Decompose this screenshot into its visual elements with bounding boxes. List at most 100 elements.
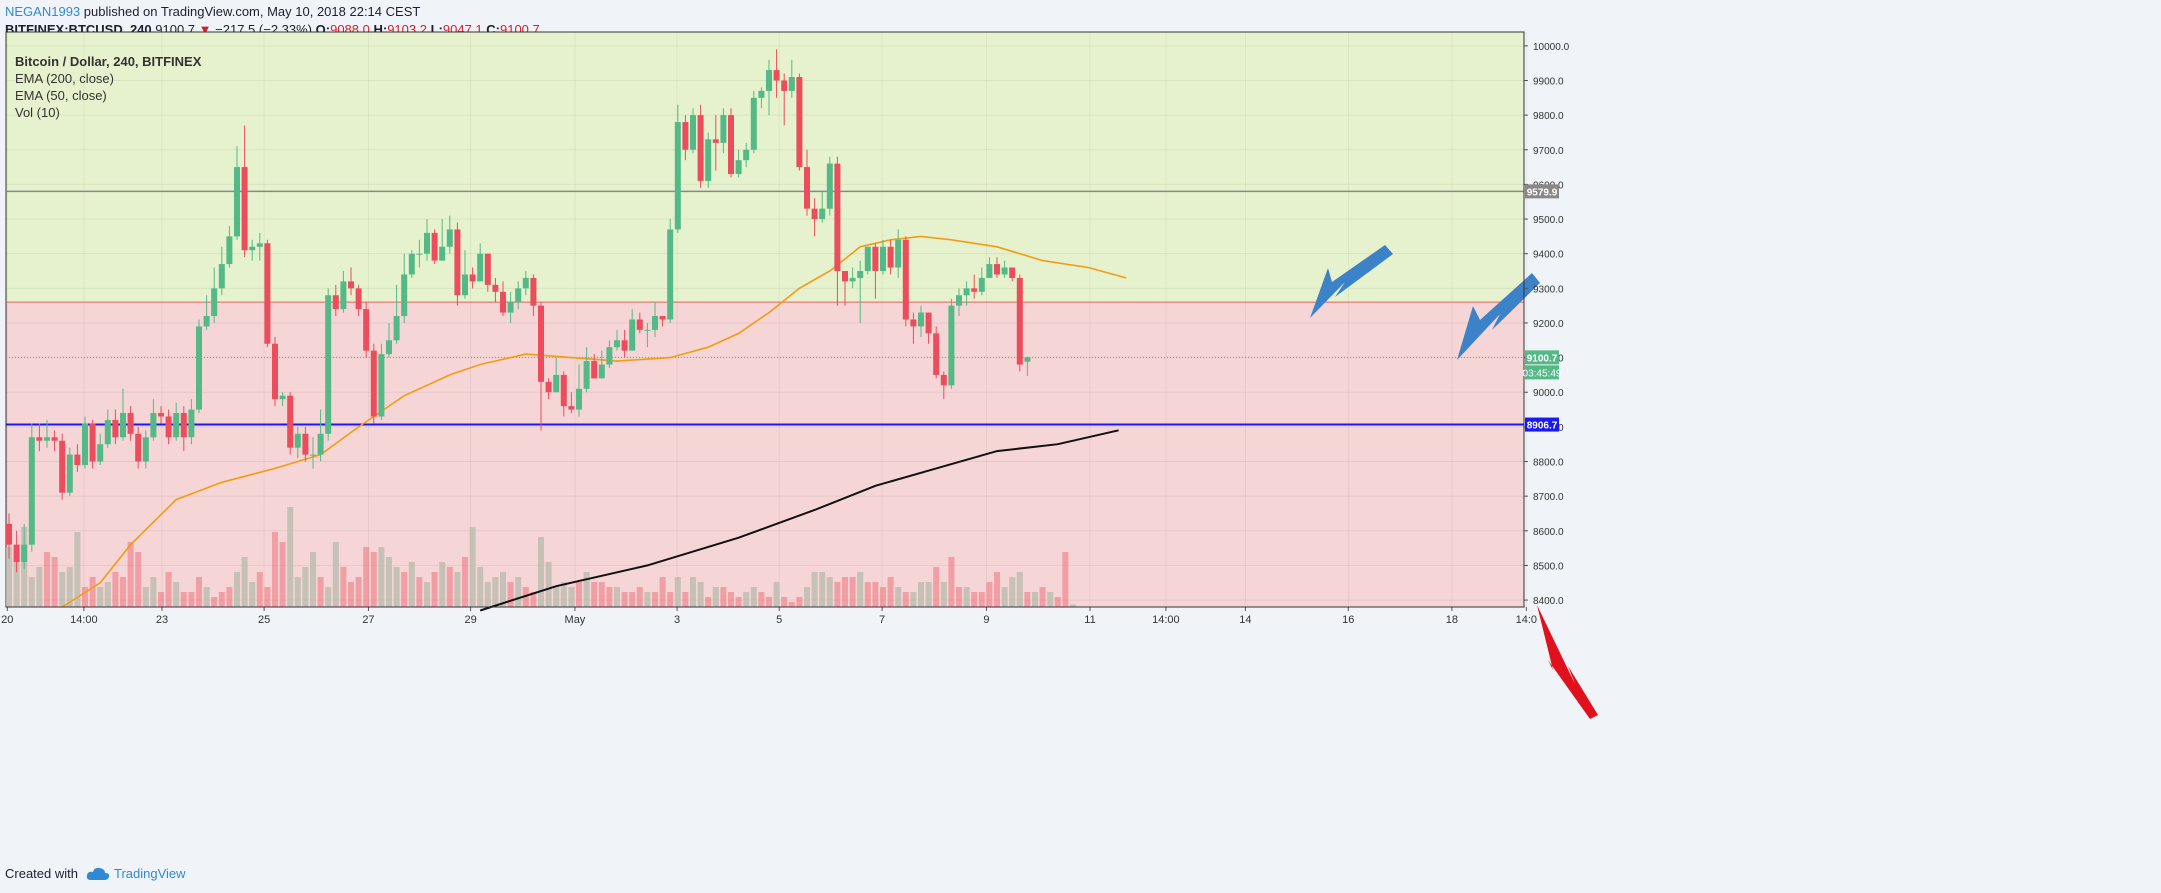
candle-body [644, 329, 651, 331]
volume-bar [302, 567, 309, 607]
candle-body [766, 70, 772, 91]
candle-body [249, 246, 256, 251]
volume-bar [325, 587, 332, 607]
publish-line: NEGAN1993 published on TradingView.com, … [5, 4, 420, 19]
candle-body [241, 167, 248, 251]
candle-body [857, 271, 864, 278]
candle-body [880, 246, 886, 272]
volume-bar [287, 507, 294, 607]
candle-body [690, 115, 696, 150]
volume-bar [735, 597, 742, 607]
volume-bar [492, 577, 499, 607]
volume-bar [264, 587, 271, 607]
candle-body [576, 388, 582, 410]
volume-bar [621, 592, 628, 607]
volume-bar [1054, 597, 1061, 607]
volume-bar [826, 577, 833, 607]
volume-bar [234, 572, 240, 607]
volume-bar [135, 552, 142, 607]
volume-bar [811, 572, 818, 607]
candle-body [279, 395, 286, 400]
published-text: published on TradingView.com, May 10, 20… [83, 4, 421, 19]
x-tick-label: 23 [156, 614, 168, 626]
candle-body [705, 139, 712, 181]
volume-bar [1009, 577, 1016, 607]
volume-bar [614, 587, 620, 607]
candle-body [348, 281, 354, 289]
volume-bar [241, 557, 248, 607]
ema200-line [479, 429, 1119, 612]
y-tick-label: 9800.0 [1533, 111, 1564, 122]
x-tick-label: May [565, 614, 586, 626]
candle-body [948, 305, 955, 386]
candle-body [978, 277, 985, 292]
legend-ema200[interactable]: EMA (200, close) [15, 71, 114, 86]
legend-ema50[interactable]: EMA (50, close) [15, 88, 107, 103]
created-with-text: Created with [5, 866, 78, 881]
volume-bar [112, 572, 119, 607]
volume-bar [59, 572, 66, 607]
volume-bar [97, 587, 104, 607]
volume-bar [28, 577, 35, 607]
candle-body [743, 149, 750, 161]
candle-body [264, 243, 271, 344]
candle-body [317, 433, 324, 455]
volume-bar [986, 582, 993, 607]
candle-body [211, 288, 218, 317]
candle-body [918, 312, 924, 327]
volume-bar [424, 582, 430, 607]
volume-bar [750, 587, 757, 607]
volume-bar [538, 537, 544, 607]
candle-body [180, 413, 187, 438]
volume-bar [256, 572, 263, 607]
volume-bar [89, 577, 96, 607]
candle-body [834, 163, 841, 272]
volume-bar [272, 532, 278, 607]
support-tag: 8906.7 [1527, 421, 1558, 432]
volume-bar [948, 557, 955, 607]
candle-body [994, 264, 1000, 275]
volume-bar [310, 552, 316, 607]
candle-body [621, 340, 628, 351]
candle-body [378, 354, 385, 417]
candle-body [355, 288, 362, 310]
volume-bar [393, 567, 400, 607]
author-link[interactable]: NEGAN1993 [5, 4, 81, 19]
volume-bar [446, 567, 453, 607]
volume-bar [1047, 592, 1054, 607]
candle-body [925, 312, 932, 334]
y-tick-label: 8600.0 [1533, 527, 1564, 538]
candle-body [887, 246, 894, 268]
grid-lines [6, 32, 1527, 607]
candle-body [325, 295, 332, 434]
candle-body [720, 115, 727, 143]
zone-red [6, 302, 1524, 607]
candlesticks [6, 49, 1031, 573]
legend-vol[interactable]: Vol (10) [15, 105, 60, 120]
candle-body [697, 115, 704, 181]
x-tick-label: 14:00 [1152, 614, 1180, 626]
candle-body [902, 239, 909, 320]
volume-bar [1070, 604, 1076, 607]
tradingview-brand[interactable]: TradingView [86, 866, 186, 881]
volume-bar [652, 592, 658, 607]
candle-body [842, 271, 848, 282]
volume-bar [211, 597, 218, 607]
volume-bar [963, 587, 970, 607]
candle-body [826, 163, 833, 209]
volume-bar [370, 552, 377, 607]
volume-bar [910, 592, 917, 607]
volume-bar [416, 577, 423, 607]
candle-body [439, 246, 446, 261]
volume-bar [378, 547, 385, 607]
ema50-line [61, 235, 1127, 608]
x-tick-label: 14:00 [70, 614, 98, 626]
candle-body [104, 419, 111, 445]
candle-body [158, 413, 164, 417]
x-tick-label: 7 [879, 614, 885, 626]
volume-bar [553, 587, 560, 607]
candle-body [659, 316, 666, 320]
volume-bar [142, 587, 149, 607]
last-price-tag-bg [1525, 350, 1559, 365]
